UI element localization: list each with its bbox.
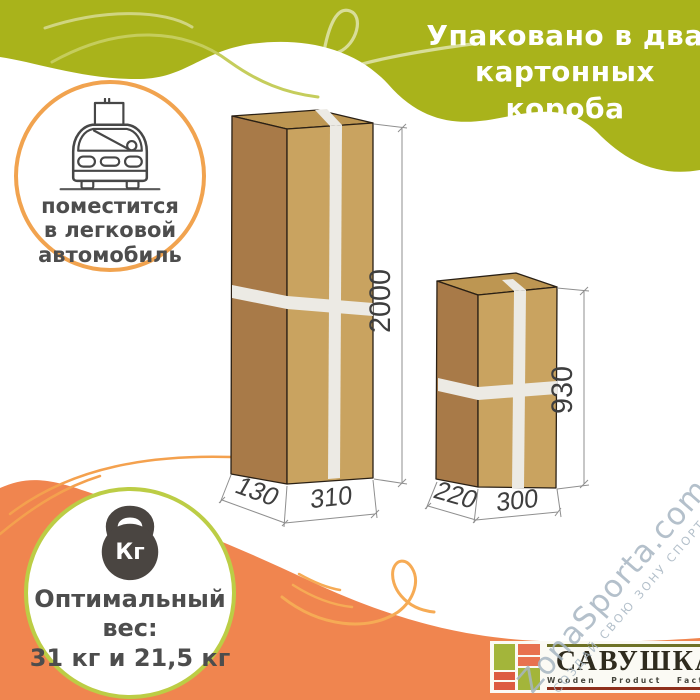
orange-arc-2 [0,474,102,536]
orange-arc-1 [8,455,254,516]
car-badge-text: поместится в легковой автомобиль [38,193,182,268]
heading-line: картонных [475,55,655,89]
logo-name: САВУШКА [555,646,700,677]
heading-line: короба [505,91,625,125]
dimension-lines [218,123,590,528]
car-icon [59,98,161,191]
dim-small-height: 930 [546,366,579,414]
green-loop-squiggle [320,8,474,69]
green-band-arc-2 [50,33,320,99]
weight-badge-text: Оптимальный вес: 31 кг и 21,5 кг [29,585,231,672]
kettlebell-icon: Кг [101,505,159,581]
packaging-heading: Упаковано в два картонных короба [415,18,700,127]
orange-loop-squiggle [280,559,436,626]
kettlebell-label: Кг [115,540,144,565]
small-box-tape [438,279,557,488]
large-box-tape [232,109,373,479]
logo-tagline: Wooden Product Factory [547,676,700,686]
small-box [435,272,558,489]
green-top-band [0,0,700,172]
logo-text: САВУШКА Wooden Product Factory [547,644,700,690]
logo-grid-icon [494,644,540,690]
dim-large-height: 2000 [364,269,397,333]
dim-small-width: 300 [496,483,539,518]
dim-large-width: 310 [310,480,353,515]
car-fit-badge: поместится в легковой автомобиль [14,80,206,272]
orange-echo-arc-1 [291,583,354,609]
logo: САВУШКА Wooden Product Factory [490,641,700,693]
weight-badge: Кг Оптимальный вес: 31 кг и 21,5 кг [24,487,236,699]
heading-line: Упаковано в два [426,19,700,52]
orange-echo-arc-2 [297,572,342,592]
green-band-arc-1 [43,12,194,30]
